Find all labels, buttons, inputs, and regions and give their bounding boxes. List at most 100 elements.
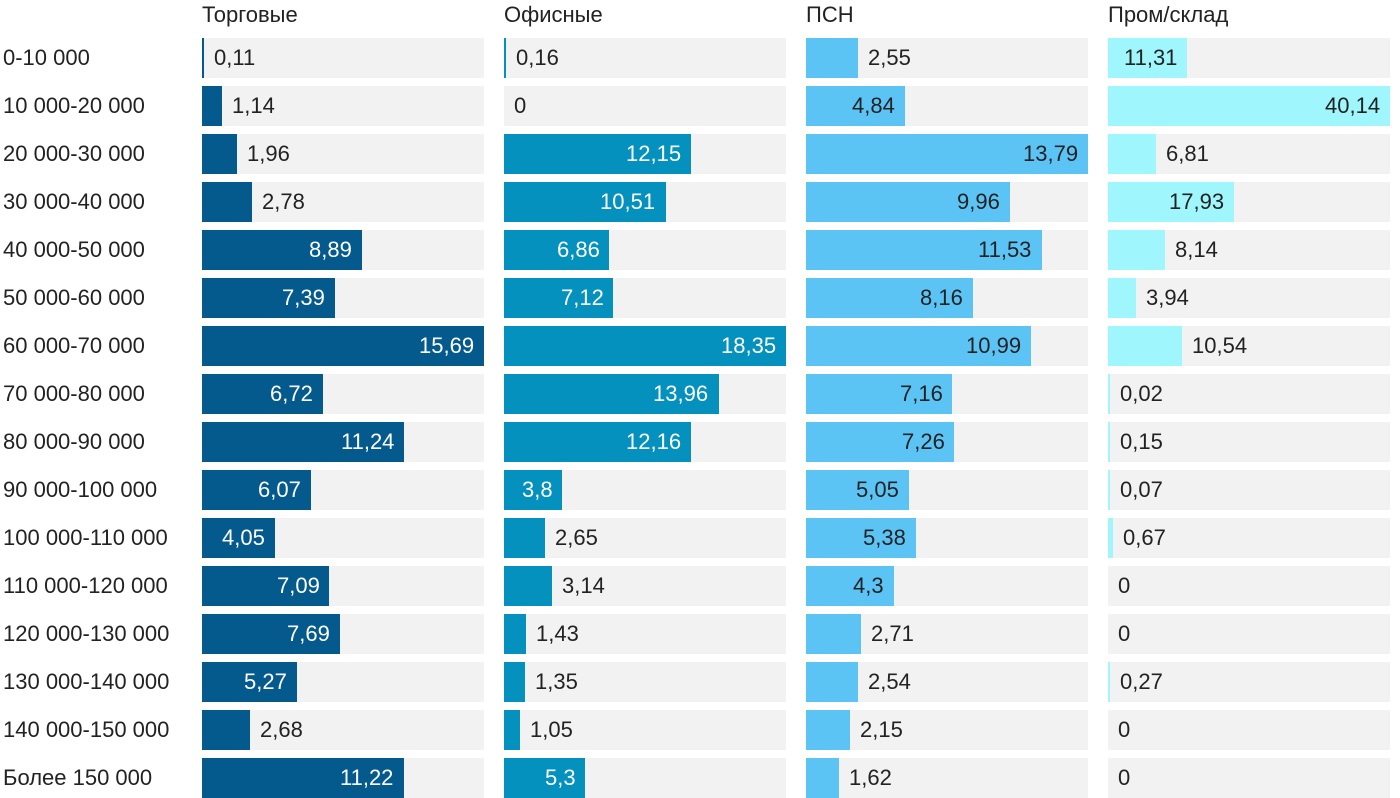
bar-track: 2,55 [806, 38, 1088, 78]
category-label: 110 000-120 000 [3, 573, 168, 598]
value-label: 8,89 [309, 237, 352, 262]
bar [1108, 470, 1110, 510]
bar [806, 710, 850, 750]
bar-track: 5,27 [202, 662, 484, 702]
bar [806, 470, 909, 510]
bar [504, 134, 691, 174]
bar [806, 518, 916, 558]
bar [1108, 182, 1234, 222]
category-label: 70 000-80 000 [3, 381, 145, 406]
value-label: 6,07 [258, 477, 301, 502]
bar-track: 0,11 [202, 38, 484, 78]
bar-track: 0,16 [504, 38, 786, 78]
bar [202, 518, 275, 558]
value-label: 6,86 [557, 237, 600, 262]
bar-track: 8,89 [202, 230, 484, 270]
bar [202, 326, 484, 366]
bar [504, 566, 552, 606]
bar [806, 326, 1031, 366]
category-label: 60 000-70 000 [3, 333, 145, 358]
bar-track: 3,14 [504, 566, 786, 606]
bar-track: 7,09 [202, 566, 484, 606]
bar-track: 8,14 [1108, 230, 1390, 270]
category-label: 130 000-140 000 [3, 669, 170, 694]
bar-track: 1,43 [504, 614, 786, 654]
value-label: 1,43 [536, 621, 579, 646]
bar [1108, 86, 1390, 126]
bar-track: 0 [1108, 614, 1390, 654]
value-label: 0 [1118, 621, 1131, 646]
bar [504, 662, 525, 702]
bar [504, 614, 526, 654]
value-label: 9,96 [957, 189, 1000, 214]
value-label: 40,14 [1325, 93, 1381, 118]
bar [504, 326, 786, 366]
bar-track: 17,93 [1108, 182, 1390, 222]
value-label: 4,3 [853, 573, 884, 598]
bar [504, 374, 719, 414]
value-label: 18,35 [721, 333, 777, 358]
bar-track: 11,53 [806, 230, 1088, 270]
bar [1108, 38, 1187, 78]
bar [806, 614, 861, 654]
value-label: 1,62 [849, 765, 892, 790]
bar-track: 1,14 [202, 86, 484, 126]
bar-track: 6,07 [202, 470, 484, 510]
value-label: 1,05 [530, 717, 573, 742]
value-label: 3,14 [562, 573, 605, 598]
category-label: 100 000-110 000 [3, 525, 168, 550]
bar [504, 518, 545, 558]
value-label: 7,39 [282, 285, 325, 310]
bar [504, 422, 691, 462]
value-label: 2,71 [871, 621, 914, 646]
value-label: 4,05 [222, 525, 265, 550]
bar [504, 758, 585, 798]
series-title: Торговые [202, 2, 298, 27]
value-label: 2,65 [555, 525, 598, 550]
bar-track: 11,24 [202, 422, 484, 462]
value-label: 6,72 [270, 381, 313, 406]
bar-track: 2,65 [504, 518, 786, 558]
value-label: 1,14 [232, 93, 275, 118]
value-label: 0 [1118, 717, 1131, 742]
value-label: 5,3 [545, 765, 576, 790]
bar-track: 4,84 [806, 86, 1088, 126]
value-label: 0,16 [516, 45, 559, 70]
value-label: 0 [1118, 573, 1131, 598]
bar [806, 230, 1042, 270]
category-label: 50 000-60 000 [3, 285, 145, 310]
bar [806, 374, 952, 414]
bar [806, 662, 858, 702]
value-label: 6,81 [1166, 141, 1209, 166]
bar [806, 182, 1010, 222]
bar [1108, 230, 1165, 270]
bar-track: 0 [1108, 566, 1390, 606]
bar [504, 230, 609, 270]
category-label: 140 000-150 000 [3, 717, 170, 742]
value-label: 0,15 [1120, 429, 1163, 454]
bar [806, 86, 905, 126]
bar-track: 4,3 [806, 566, 1088, 606]
bar [202, 710, 250, 750]
bar-track: 13,79 [806, 134, 1088, 174]
value-label: 5,38 [863, 525, 906, 550]
bar [504, 38, 506, 78]
bar [202, 758, 404, 798]
category-label: 30 000-40 000 [3, 189, 145, 214]
bar [202, 38, 204, 78]
value-label: 0,27 [1120, 669, 1163, 694]
bar-track: 2,15 [806, 710, 1088, 750]
value-label: 0,67 [1123, 525, 1166, 550]
bar-track: 0,07 [1108, 470, 1390, 510]
value-label: 1,35 [535, 669, 578, 694]
bar-track: 15,69 [202, 326, 484, 366]
value-label: 0,07 [1120, 477, 1163, 502]
bar-track: 12,16 [504, 422, 786, 462]
category-label: 10 000-20 000 [3, 93, 145, 118]
value-label: 0,02 [1120, 381, 1163, 406]
bar [202, 278, 335, 318]
series-title: ПСН [806, 2, 854, 27]
value-label: 0 [1118, 765, 1131, 790]
bar-track: 6,81 [1108, 134, 1390, 174]
bar-track: 10,51 [504, 182, 786, 222]
